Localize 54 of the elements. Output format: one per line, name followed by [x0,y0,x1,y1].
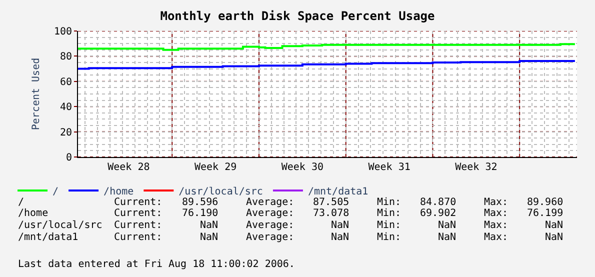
text: Average: [246,232,294,243]
text: Max: [484,232,508,243]
x-tick-label: Week 32 [455,162,498,173]
text: Average: [246,220,294,231]
y-tick-label: 80 [60,52,72,63]
chart-title: Monthly earth Disk Space Percent Usage [160,9,435,24]
y-tick-label: 0 [66,152,72,164]
text: NaN [438,232,456,243]
text: 89.596 [182,197,218,208]
legend-label: / [52,186,59,198]
text: Max: [484,208,508,219]
x-tick-label: Week 30 [281,162,324,173]
text: /usr/local/src [18,220,102,231]
text: 76.199 [527,208,564,219]
text: 84.870 [420,197,456,208]
text: / [18,197,24,208]
text: 73.078 [313,208,350,219]
text: 89.960 [527,197,564,208]
y-tick-label: 40 [60,102,72,114]
legend-label: /home [104,186,134,198]
text: Min: [377,197,402,208]
x-tick-label: Week 29 [194,162,237,173]
y-tick-label: 20 [60,127,72,138]
text: 76.190 [182,208,218,219]
text: NaN [545,232,564,243]
text: 69.902 [420,208,456,219]
y-tick-label: 60 [60,76,72,88]
text: /home [18,208,48,219]
text: Current: [114,208,162,219]
text: Last data entered at Fri Aug 18 11:00:02 2006. [18,259,295,270]
text: Min: [377,220,402,231]
x-tick-label: Week 28 [108,162,150,173]
text: Max: [484,220,508,231]
text: 87.505 [313,197,350,208]
x-tick-label: Week 31 [368,162,410,173]
text: NaN [331,220,350,231]
text: Min: [377,232,402,243]
text: NaN [545,220,564,231]
legend-label: /mnt/data1 [308,186,368,198]
text: Current: [114,232,162,243]
text: Current: [114,197,162,208]
text: Average: [246,208,294,219]
text: Average: [246,197,294,208]
text: NaN [200,232,218,243]
text: Min: [377,208,402,219]
text: NaN [200,220,218,231]
y-tick-label: 100 [54,26,72,38]
text: NaN [438,220,456,231]
text: Max: [484,197,508,208]
text: /mnt/data1 [18,232,78,243]
text: NaN [331,232,350,243]
legend-label: /usr/local/src [178,186,263,198]
y-axis-title: Percent Used [30,58,42,130]
text: Current: [114,220,162,231]
